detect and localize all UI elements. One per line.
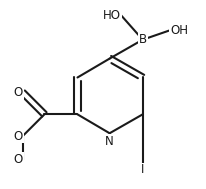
Text: B: B	[139, 33, 147, 46]
Text: HO: HO	[103, 9, 121, 22]
Text: O: O	[13, 86, 23, 99]
Text: OH: OH	[170, 24, 188, 37]
Text: O: O	[13, 130, 23, 143]
Text: N: N	[105, 135, 114, 148]
Text: I: I	[141, 163, 144, 177]
Text: O: O	[13, 153, 23, 166]
